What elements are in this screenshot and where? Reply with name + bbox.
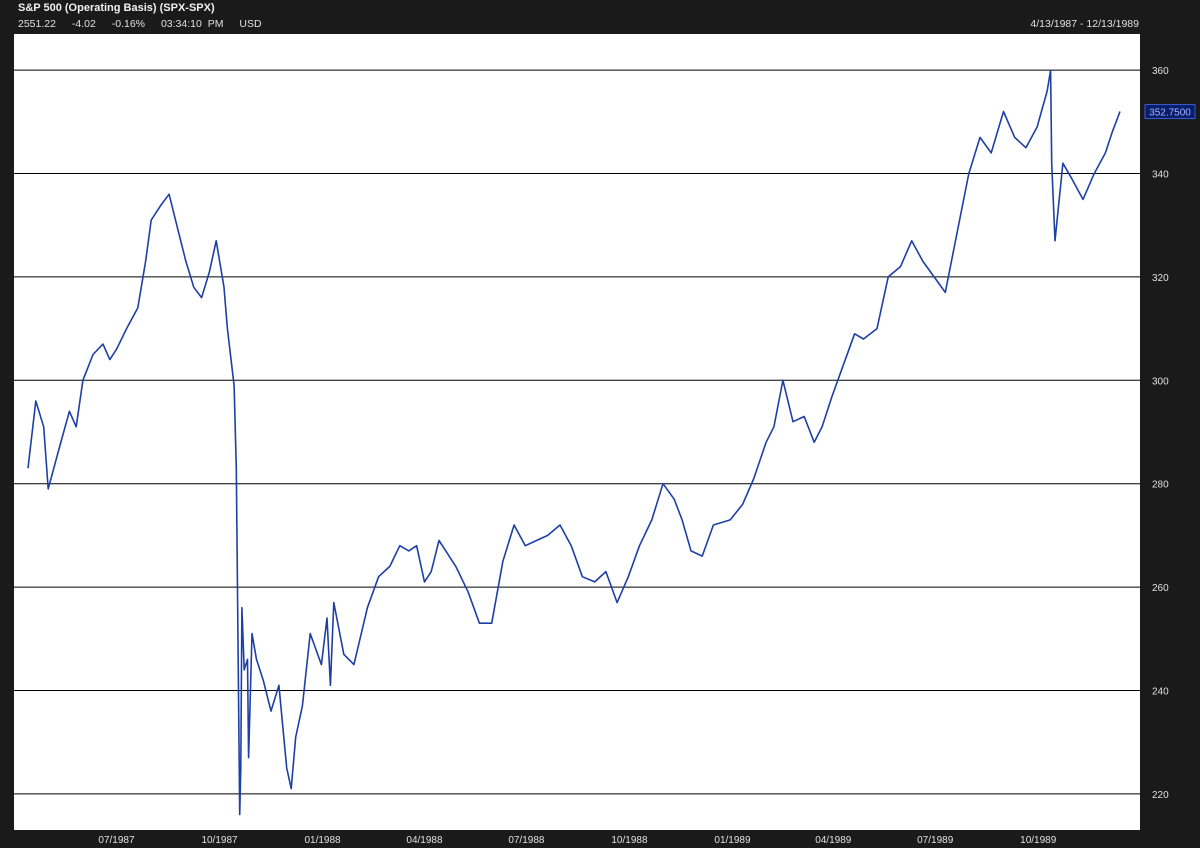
currency: USD <box>239 18 262 30</box>
y-tick-label-340: 340 <box>1152 170 1169 181</box>
last-value-box <box>1144 104 1196 120</box>
x-tick-label: 04/1989 <box>815 835 852 846</box>
date-range: 4/13/1987 - 12/13/1989 <box>1030 18 1139 30</box>
quote-line: 2551.22 -4.02 -0.16% 03:34:10 PM USD <box>18 18 272 30</box>
y-axis: 220 240 260 280 300 320 340 360 <box>1152 66 1169 801</box>
x-tick-label: 01/1988 <box>304 835 341 846</box>
quote-time: 03:34:10 PM <box>160 18 224 30</box>
x-tick-label: 07/1987 <box>98 835 135 846</box>
y-tick-label-360: 360 <box>1152 66 1169 77</box>
last-value-tag: 352.7500 <box>1144 104 1196 120</box>
percent-change: -0.16% <box>111 18 146 30</box>
x-tick-label: 10/1988 <box>611 835 648 846</box>
y-tick-label-220: 220 <box>1152 790 1169 801</box>
price-series <box>27 69 1121 816</box>
x-tick-label: 10/1989 <box>1020 835 1057 846</box>
y-tick-label-260: 260 <box>1152 583 1169 594</box>
plot-area <box>14 34 1140 830</box>
x-tick-label: 01/1989 <box>714 835 751 846</box>
gridlines <box>14 69 1140 795</box>
x-axis: 07/1987 10/1987 01/1988 04/1988 07/1988 10/19… <box>98 835 1056 846</box>
x-tick-label: 10/1987 <box>201 835 238 846</box>
x-tick-label: 07/1989 <box>917 835 954 846</box>
last-price: 2551.22 <box>18 18 56 30</box>
y-tick-label-280: 280 <box>1152 480 1169 491</box>
last-value-label: 352.7500 <box>1149 108 1191 119</box>
y-tick-label-320: 320 <box>1152 273 1169 284</box>
x-tick-label: 04/1988 <box>406 835 443 846</box>
y-tick-label-240: 240 <box>1152 686 1169 697</box>
price-line <box>27 69 1121 816</box>
net-change: -4.02 <box>71 18 96 30</box>
chart-title: S&P 500 (Operating Basis) (SPX-SPX) <box>18 2 215 14</box>
x-tick-label: 07/1988 <box>508 835 545 846</box>
y-tick-label-300: 300 <box>1152 376 1169 387</box>
